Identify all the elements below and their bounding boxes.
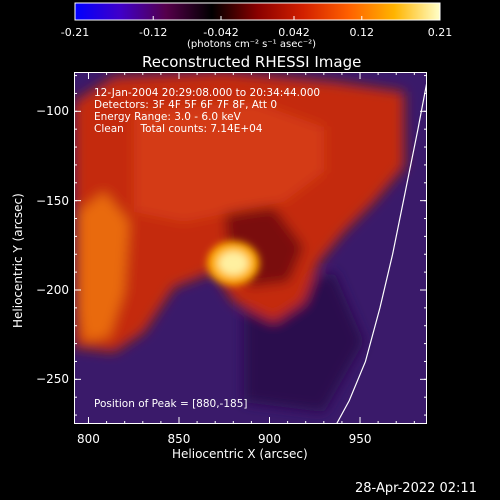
colorbar-tick-label: 0.12 <box>349 26 375 39</box>
x-tick-label: 850 <box>167 432 191 446</box>
info-energy: Energy Range: 3.0 - 6.0 keV <box>94 111 241 123</box>
peak-position: Position of Peak = [880,-185] <box>94 398 248 410</box>
y-tick-label: −150 <box>36 193 69 208</box>
info-time: 12-Jan-2004 20:29:08.000 to 20:34:44.000 <box>94 87 321 99</box>
colorbar-tick-label: -0.21 <box>60 26 90 39</box>
y-tick-label: −200 <box>36 282 69 297</box>
colorbar-tick-label: 0.042 <box>278 26 310 39</box>
colorbar-tick-label: -0.042 <box>203 26 239 39</box>
y-tick-label: −250 <box>36 372 69 387</box>
info-detectors: Detectors: 3F 4F 5F 6F 7F 8F, Att 0 <box>94 99 278 111</box>
y-tick-label: −100 <box>36 104 69 119</box>
x-tick-label: 800 <box>77 432 100 446</box>
red-core <box>134 102 324 222</box>
plot-frame <box>74 72 427 424</box>
y-axis-label: Heliocentric Y (arcsec) <box>11 193 25 328</box>
peak-source <box>207 241 260 286</box>
timestamp: 28-Apr-2022 02:11 <box>355 481 477 496</box>
x-tick-label: 950 <box>348 432 372 446</box>
emission-region <box>74 72 404 412</box>
colorbar-strip <box>74 2 441 21</box>
plot-area <box>74 72 427 424</box>
chart-title: Reconstructed RHESSI Image <box>142 53 362 71</box>
orange-band <box>79 192 129 342</box>
x-tick-label: 900 <box>258 432 281 446</box>
solar-limb-curve <box>335 78 427 424</box>
colorbar-tick-label: -0.12 <box>138 26 168 39</box>
colorbar-unit: (photons cm⁻² s⁻¹ asec⁻²) <box>187 39 317 50</box>
colorbar-tick-label: 0.21 <box>427 26 453 39</box>
info-clean: Clean Total counts: 7.14E+04 <box>94 123 263 135</box>
colorbar <box>74 2 441 21</box>
x-axis-label: Heliocentric X (arcsec) <box>172 447 308 461</box>
